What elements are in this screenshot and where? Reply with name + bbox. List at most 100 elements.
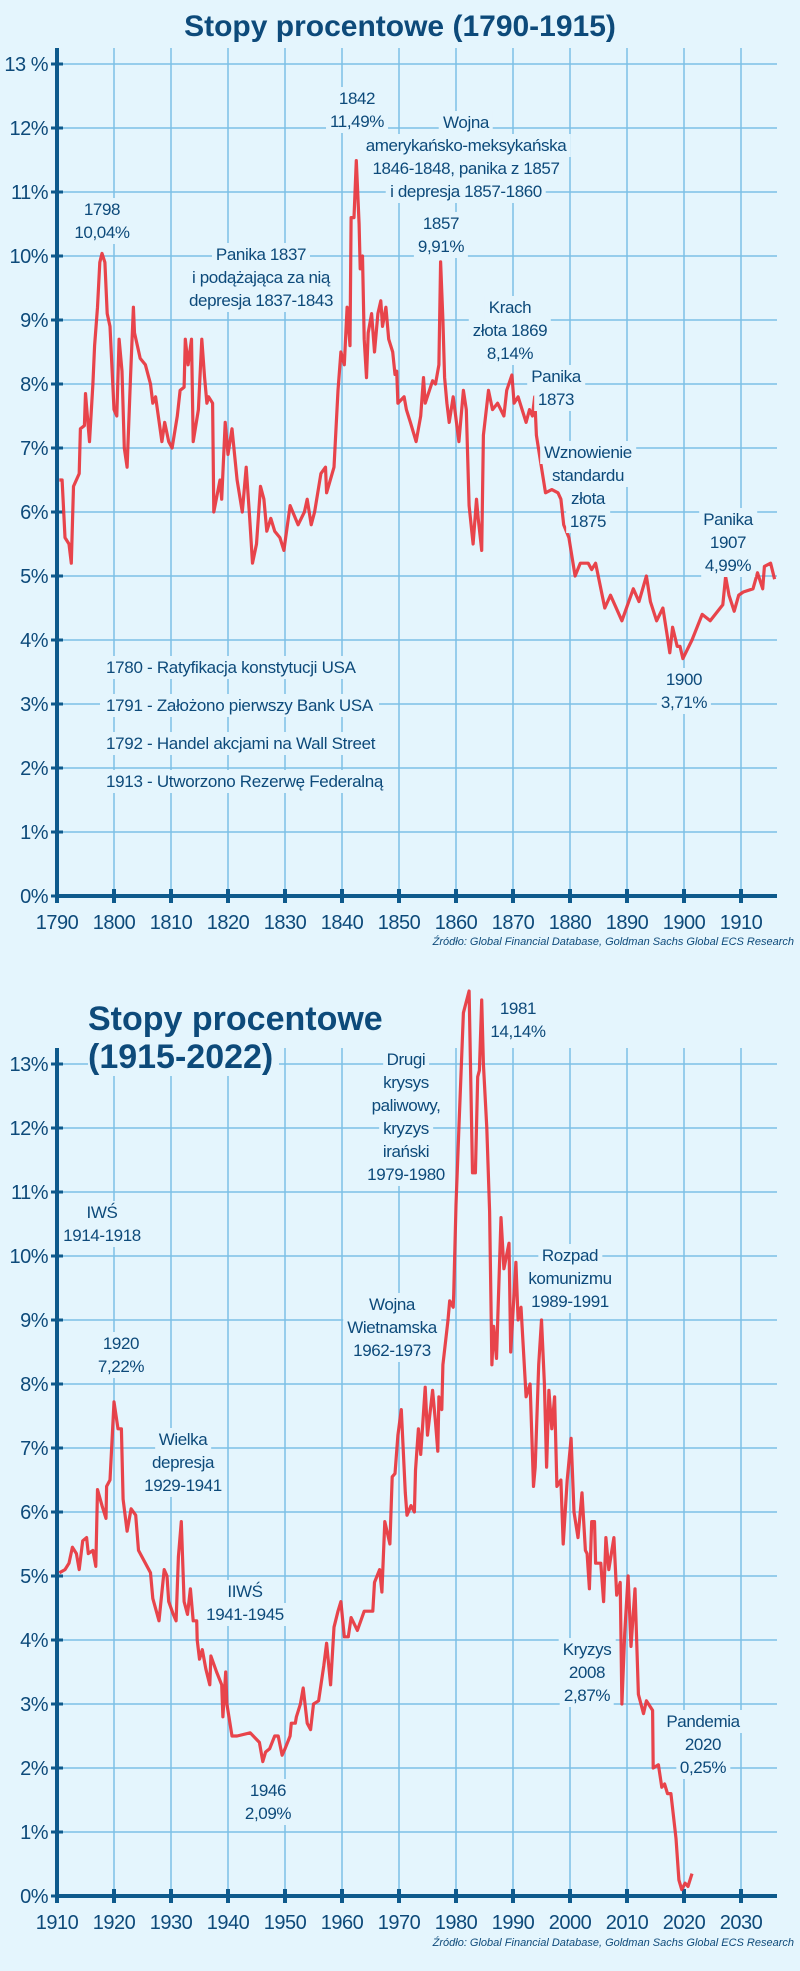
- note-item: 1913 - Utworzono Rezerwę Federalną: [100, 770, 390, 793]
- chart-annotation: 1920 7,22%: [93, 1332, 149, 1378]
- chart-annotation: Drugi krysys paliwowy, kryzys irański 1979-19…: [363, 1048, 449, 1186]
- chart-annotation: Wojna amerykańsko-meksykańska 1846-1848, p…: [361, 111, 571, 203]
- chart-annotation: 1798 10,04%: [70, 198, 134, 244]
- annotation-line: 8,14%: [482, 342, 538, 365]
- x-tick-label: 2030: [720, 1912, 763, 1934]
- x-tick-label: 1840: [321, 912, 364, 934]
- y-tick-label: 1%: [20, 822, 49, 844]
- x-tick-label: 1930: [150, 1912, 193, 1934]
- y-tick-label: 12%: [9, 1118, 48, 1140]
- x-tick-label: 1920: [93, 1912, 136, 1934]
- x-tick-label: 1800: [93, 912, 136, 934]
- x-tick-label: 1880: [549, 912, 592, 934]
- annotation-line: 11,49%: [326, 110, 388, 133]
- chart-2-title: Stopy procentowe (1915-2022): [88, 1000, 389, 1076]
- annotation-line: 1914-1918: [59, 1224, 145, 1247]
- x-tick-label: 1910: [36, 1912, 79, 1934]
- y-tick-label: 9%: [20, 1310, 49, 1332]
- annotation-line: depresja: [147, 1451, 219, 1474]
- y-tick-label: 4%: [20, 630, 49, 652]
- chart-annotation: Wielka depresja 1929-1941: [140, 1428, 226, 1497]
- annotation-line: 1941-1945: [202, 1603, 288, 1626]
- annotation-line: 1929-1941: [140, 1474, 226, 1497]
- annotation-line: Wojna: [439, 111, 493, 134]
- annotation-line: 2020: [680, 1733, 726, 1756]
- annotation-line: Krach: [484, 296, 536, 319]
- annotation-line: 3,71%: [656, 691, 712, 714]
- annotation-line: 9,91%: [413, 235, 469, 258]
- x-tick-label: 1910: [720, 912, 763, 934]
- annotation-line: IWŚ: [82, 1201, 122, 1224]
- y-tick-label: 6%: [20, 1502, 49, 1524]
- annotation-line: Rozpad: [537, 1244, 603, 1267]
- annotation-line: 1907: [705, 531, 751, 554]
- y-tick-label: 2%: [20, 1758, 49, 1780]
- chart-annotation: Rozpad komunizmu 1989-1991: [524, 1244, 616, 1313]
- x-tick-label: 2020: [663, 1912, 706, 1934]
- annotation-line: 7,22%: [93, 1355, 149, 1378]
- x-tick-label: 1960: [321, 1912, 364, 1934]
- annotation-line: i depresja 1857-1860: [386, 180, 546, 203]
- chart-annotation: 1842 11,49%: [326, 87, 388, 133]
- y-tick-label: 1%: [20, 1822, 49, 1844]
- annotation-line: 1873: [533, 388, 579, 411]
- chart-annotation: 1857 9,91%: [413, 212, 469, 258]
- annotation-line: 4,99%: [700, 554, 756, 577]
- chart-2-title-line: Stopy procentowe: [88, 1000, 389, 1038]
- y-tick-label: 10%: [9, 246, 48, 268]
- annotation-line: Panika: [527, 365, 585, 388]
- chart-1-title: Stopy procentowe (1790-1915): [184, 10, 616, 43]
- annotation-line: Panika 1837: [211, 243, 311, 266]
- x-tick-label: 1980: [435, 1912, 478, 1934]
- annotation-line: irański: [378, 1140, 434, 1163]
- y-tick-label: 2%: [20, 758, 49, 780]
- annotation-line: komunizmu: [524, 1267, 616, 1290]
- annotation-line: 1842: [334, 87, 380, 110]
- chart-annotation: 1946 2,09%: [240, 1779, 296, 1825]
- x-tick-label: 1810: [150, 912, 193, 934]
- annotation-line: standardu: [547, 464, 628, 487]
- chart-annotation: 1981 14,14%: [486, 997, 550, 1043]
- chart-1-source: Źródło: Global Financial Database, Goldm…: [432, 936, 794, 948]
- chart-annotation: IIWŚ 1941-1945: [202, 1580, 288, 1626]
- annotation-line: złota 1869: [468, 319, 552, 342]
- annotation-line: 1857: [418, 212, 464, 235]
- annotation-line: 1946: [245, 1779, 291, 1802]
- annotation-line: 1962-1973: [349, 1339, 435, 1362]
- note-item: 1791 - Założono pierwszy Bank USA: [100, 694, 379, 717]
- chart-annotation: Krach złota 1869 8,14%: [468, 296, 552, 365]
- annotation-line: Wielka: [154, 1428, 212, 1451]
- y-tick-label: 0%: [20, 886, 49, 908]
- annotation-line: Wznowienie: [540, 441, 636, 464]
- chart-annotation: Panika 1873: [527, 365, 585, 411]
- x-tick-label: 1830: [264, 912, 307, 934]
- y-tick-label: 11%: [11, 182, 49, 204]
- y-tick-label: 10%: [9, 1246, 48, 1268]
- annotation-line: złota: [567, 487, 609, 510]
- y-tick-label: 9%: [20, 310, 49, 332]
- y-tick-label: 7%: [20, 438, 49, 460]
- annotation-line: Drugi: [382, 1048, 430, 1071]
- annotation-line: Kryzys: [558, 1638, 616, 1661]
- annotation-line: 10,04%: [70, 221, 134, 244]
- annotation-line: 2008: [564, 1661, 610, 1684]
- annotation-line: 1875: [565, 510, 611, 533]
- note-item: 1792 - Handel akcjami na Wall Street: [100, 732, 382, 755]
- annotation-line: 1798: [79, 198, 125, 221]
- series-line: [59, 159, 777, 661]
- x-tick-label: 1860: [435, 912, 478, 934]
- annotation-line: 2,87%: [559, 1684, 615, 1707]
- chart-annotation: IWŚ 1914-1918: [59, 1201, 145, 1247]
- y-tick-label: 6%: [20, 502, 49, 524]
- annotation-line: i podążająca za nią: [188, 266, 334, 289]
- x-tick-label: 1950: [264, 1912, 307, 1934]
- y-tick-label: 3%: [20, 694, 49, 716]
- x-tick-label: 2000: [549, 1912, 592, 1934]
- x-tick-label: 1820: [207, 912, 250, 934]
- y-tick-label: 8%: [20, 1374, 49, 1396]
- annotation-line: 1920: [98, 1332, 144, 1355]
- annotation-line: IIWŚ: [223, 1580, 267, 1603]
- y-tick-label: 13 %: [4, 54, 48, 76]
- y-tick-label: 7%: [20, 1438, 49, 1460]
